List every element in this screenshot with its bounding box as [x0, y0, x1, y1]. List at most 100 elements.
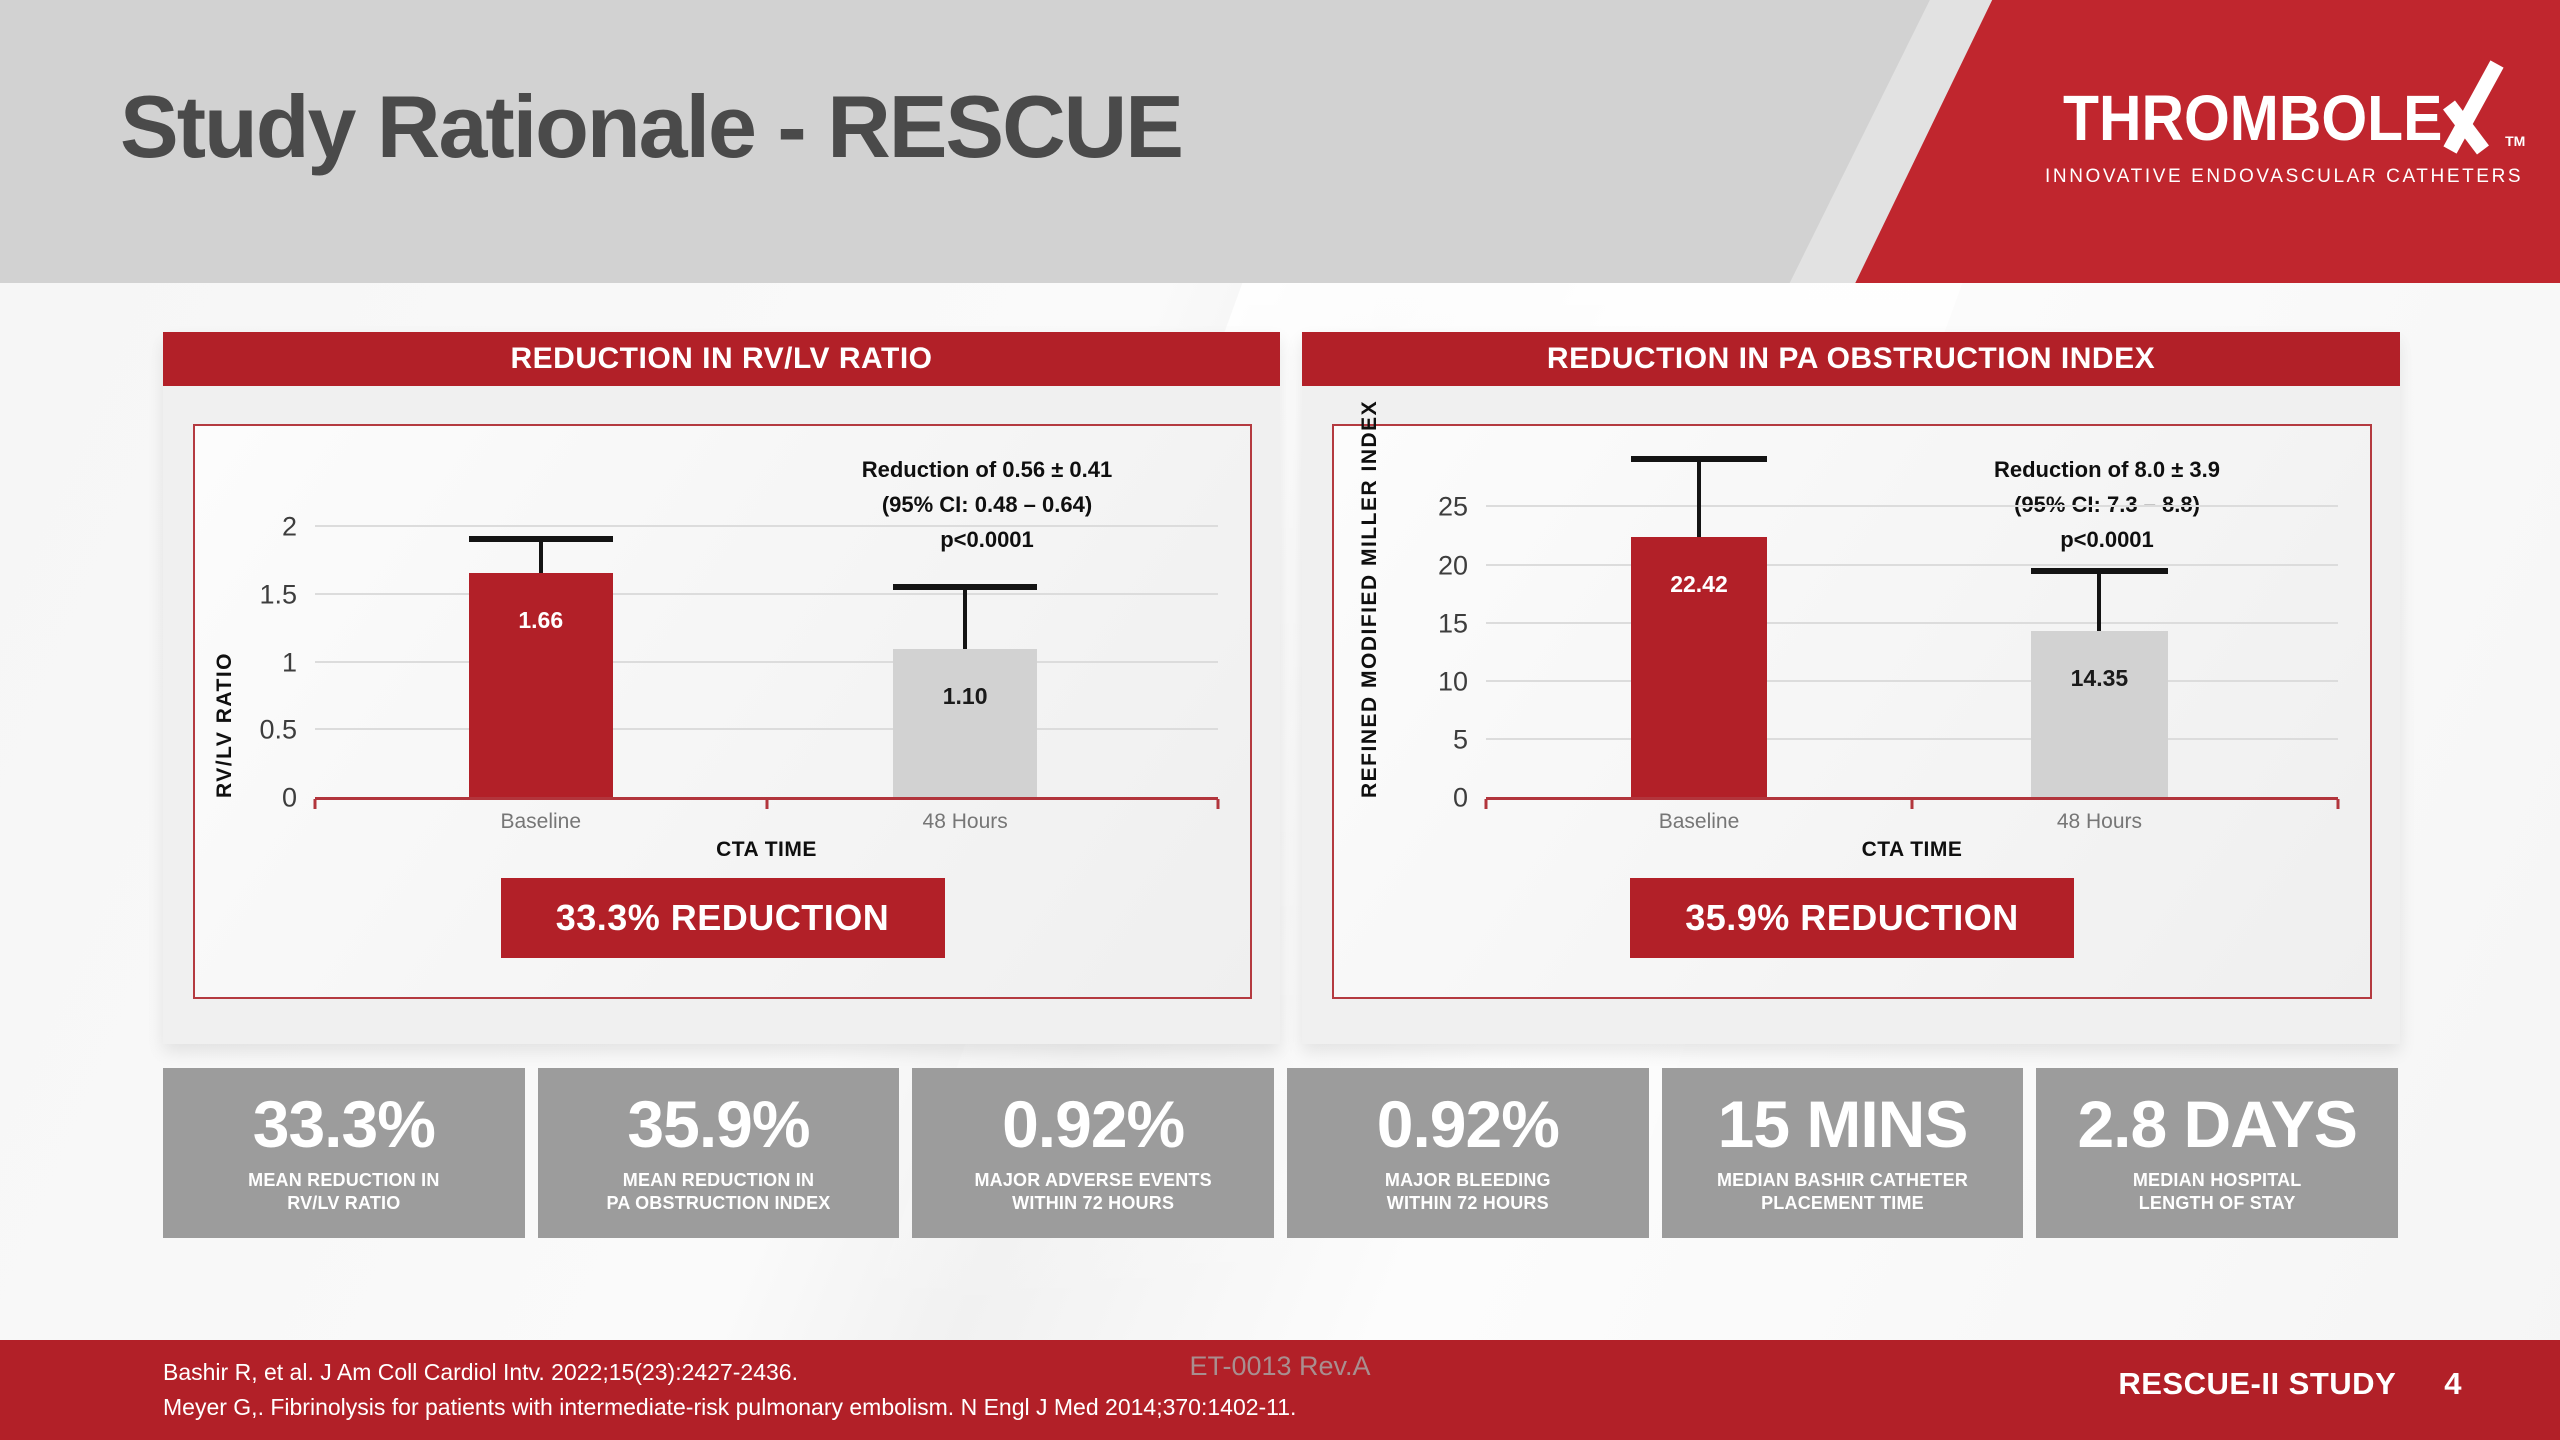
- y-tick-label: 1: [281, 647, 297, 678]
- trademark-symbol: TM: [2505, 133, 2526, 149]
- stat-box-pa-reduction: 35.9% MEAN REDUCTION IN PA OBSTRUCTION IN…: [537, 1068, 900, 1238]
- y-tick-label: 15: [1437, 608, 1468, 639]
- document-id: ET-0013 Rev.A: [1189, 1351, 1371, 1381]
- bar-value-label: 1.66: [518, 607, 564, 634]
- plot-area: 0 0.5 1 1.5 2 1.66 1.10: [259, 426, 1220, 811]
- annotation-line: Reduction of 0.56 ± 0.41: [861, 457, 1113, 482]
- logo-red-shape: THROMBOLE TM INNOVATIVE ENDOVASCULAR CAT…: [1855, 0, 2560, 283]
- stat-value: 2.8 DAYS: [2077, 1086, 2357, 1161]
- error-bar-cap: [892, 583, 1038, 590]
- stat-value: 15 MINS: [1717, 1086, 1969, 1161]
- bar-48-hours: 14.35: [2031, 631, 2168, 798]
- x-axis-tick: [2336, 799, 2340, 809]
- chart-title-bar: REDUCTION IN PA OBSTRUCTION INDEX: [1302, 332, 2400, 386]
- annotation-line: p<0.0001: [940, 527, 1034, 553]
- bar-value-label: 22.42: [1670, 571, 1728, 598]
- stat-box-length-of-stay: 2.8 DAYS MEDIAN HOSPITAL LENGTH OF STAY: [2036, 1068, 2398, 1238]
- thrombolex-logo: THROMBOLE TM INNOVATIVE ENDOVASCULAR CAT…: [2045, 58, 2525, 188]
- y-tick-label: 2: [281, 511, 297, 542]
- annotation-line: p<0.0001: [2060, 527, 2154, 553]
- bar-value-label: 14.35: [2070, 665, 2129, 692]
- stat-value: 33.3%: [252, 1086, 436, 1161]
- y-tick-label: 10: [1437, 666, 1468, 697]
- bar-48-hours: 1.10: [892, 649, 1038, 798]
- gridline: [1486, 737, 2338, 740]
- chart-panel-rvlv-ratio: REDUCTION IN RV/LV RATIO Reduction of 0.…: [163, 332, 1280, 1044]
- gridline: [1486, 679, 2338, 682]
- annotation-line: (95% CI: 7.3 – 8.8): [2014, 492, 2200, 518]
- citations: Bashir R, et al. J Am Coll Cardiol Intv.…: [163, 1355, 1296, 1424]
- error-bar-whisker: [2097, 573, 2102, 632]
- x-axis-tick: [765, 799, 768, 809]
- x-axis-line: [1484, 797, 2340, 809]
- y-axis-label: REFINED MODIFIED MILLER INDEX: [1358, 399, 1381, 798]
- y-tick-label: 0: [1452, 782, 1468, 813]
- x-axis-label: CTA TIME: [1861, 838, 1963, 861]
- x-axis-label: CTA TIME: [716, 838, 817, 861]
- error-bar-cap: [1630, 456, 1768, 463]
- chart-title: REDUCTION IN PA OBSTRUCTION INDEX: [1546, 342, 2156, 375]
- bar-value-label: 1.10: [942, 683, 988, 710]
- stat-label: MAJOR ADVERSE EVENTS WITHIN 72 HOURS: [974, 1169, 1212, 1213]
- stats-row: 33.3% MEAN REDUCTION IN RV/LV RATIO 35.9%…: [163, 1068, 2398, 1238]
- y-tick-label: 1.5: [259, 579, 297, 610]
- citation-line-1: Bashir R, et al. J Am Coll Cardiol Intv.…: [163, 1359, 798, 1385]
- stat-box-adverse-events: 0.92% MAJOR ADVERSE EVENTS WITHIN 72 HOUR…: [912, 1068, 1274, 1238]
- stat-label: MEAN REDUCTION IN PA OBSTRUCTION INDEX: [606, 1169, 831, 1213]
- chart-plot-box: Reduction of 0.56 ± 0.41 (95% CI: 0.48 –…: [193, 424, 1252, 999]
- chart-annotation: Reduction of 0.56 ± 0.41 (95% CI: 0.48 –…: [772, 452, 1202, 558]
- footer-right: RESCUE-II STUDY 4: [2118, 1366, 2462, 1402]
- logo-brand-text: THROMBOLE: [2062, 82, 2443, 154]
- error-bar-whisker: [963, 589, 968, 650]
- gridline: [315, 728, 1218, 731]
- stat-value: 0.92%: [1002, 1086, 1185, 1161]
- reduction-banner: 35.9% REDUCTION: [1630, 878, 2074, 958]
- gridline: [315, 660, 1218, 663]
- bar-baseline: 1.66: [468, 573, 613, 798]
- stat-value: 35.9%: [627, 1086, 810, 1161]
- stat-label: MEDIAN HOSPITAL LENGTH OF STAY: [2132, 1169, 2302, 1213]
- stat-label: MAJOR BLEEDING WITHIN 72 HOURS: [1384, 1169, 1551, 1213]
- chart-annotation: Reduction of 8.0 ± 3.9 (95% CI: 7.3 – 8.…: [1892, 452, 2322, 558]
- x-category-row: Baseline 48 Hours: [1486, 810, 2338, 836]
- y-tick-label: 0.5: [259, 714, 297, 745]
- x-category-48hours: 48 Hours: [922, 810, 1008, 833]
- gridline: [1486, 563, 2338, 566]
- reduction-banner: 33.3% REDUCTION: [500, 878, 945, 958]
- stat-label: MEAN REDUCTION IN RV/LV RATIO: [248, 1169, 440, 1213]
- logo-tagline: INNOVATIVE ENDOVASCULAR CATHETERS: [2045, 166, 2524, 187]
- stat-value: 0.92%: [1376, 1086, 1560, 1161]
- plot-area: 0 5 10 15 20 25 22.42 14.35: [1438, 426, 2340, 811]
- error-bar-whisker: [1697, 462, 1701, 538]
- bar-baseline: 22.42: [1630, 537, 1768, 798]
- x-axis-tick: [1910, 799, 1914, 809]
- y-tick-label: 25: [1437, 491, 1468, 522]
- x-category-baseline: Baseline: [500, 810, 582, 833]
- x-category-baseline: Baseline: [1658, 810, 1740, 833]
- x-category-row: Baseline 48 Hours: [315, 810, 1218, 836]
- logo-corner: THROMBOLE TM INNOVATIVE ENDOVASCULAR CAT…: [1750, 0, 2560, 283]
- logo-wordmark: THROMBOLE TM: [2045, 58, 2525, 155]
- stat-box-major-bleeding: 0.92% MAJOR BLEEDING WITHIN 72 HOURS: [1286, 1068, 1649, 1238]
- chart-title: REDUCTION IN RV/LV RATIO: [510, 342, 933, 375]
- page-number: 4: [2444, 1366, 2462, 1401]
- x-axis-line: [313, 797, 1220, 809]
- gridline: [1486, 621, 2338, 624]
- x-axis-tick: [1216, 799, 1220, 809]
- annotation-line: (95% CI: 0.48 – 0.64): [881, 492, 1093, 518]
- x-axis-tick: [1484, 799, 1488, 809]
- chart-panel-pa-obstruction: REDUCTION IN PA OBSTRUCTION INDEX Reduct…: [1302, 332, 2400, 1044]
- y-tick-label: 20: [1437, 550, 1468, 580]
- y-tick-label: 0: [281, 782, 297, 813]
- gridline: [315, 525, 1218, 528]
- study-label: RESCUE-II STUDY: [2118, 1366, 2397, 1401]
- gridline: [1486, 505, 2338, 508]
- stat-label: MEDIAN BASHIR CATHETER PLACEMENT TIME: [1716, 1169, 1969, 1213]
- stat-box-placement-time: 15 MINS MEDIAN BASHIR CATHETER PLACEMENT …: [1661, 1068, 2024, 1238]
- error-bar-cap: [2031, 567, 2168, 574]
- chart-title-bar: REDUCTION IN RV/LV RATIO: [163, 332, 1280, 386]
- citation-line-2: Meyer G,. Fibrinolysis for patients with…: [163, 1393, 1297, 1420]
- error-bar-cap: [468, 536, 613, 543]
- stat-box-rvlv-reduction: 33.3% MEAN REDUCTION IN RV/LV RATIO: [163, 1068, 525, 1238]
